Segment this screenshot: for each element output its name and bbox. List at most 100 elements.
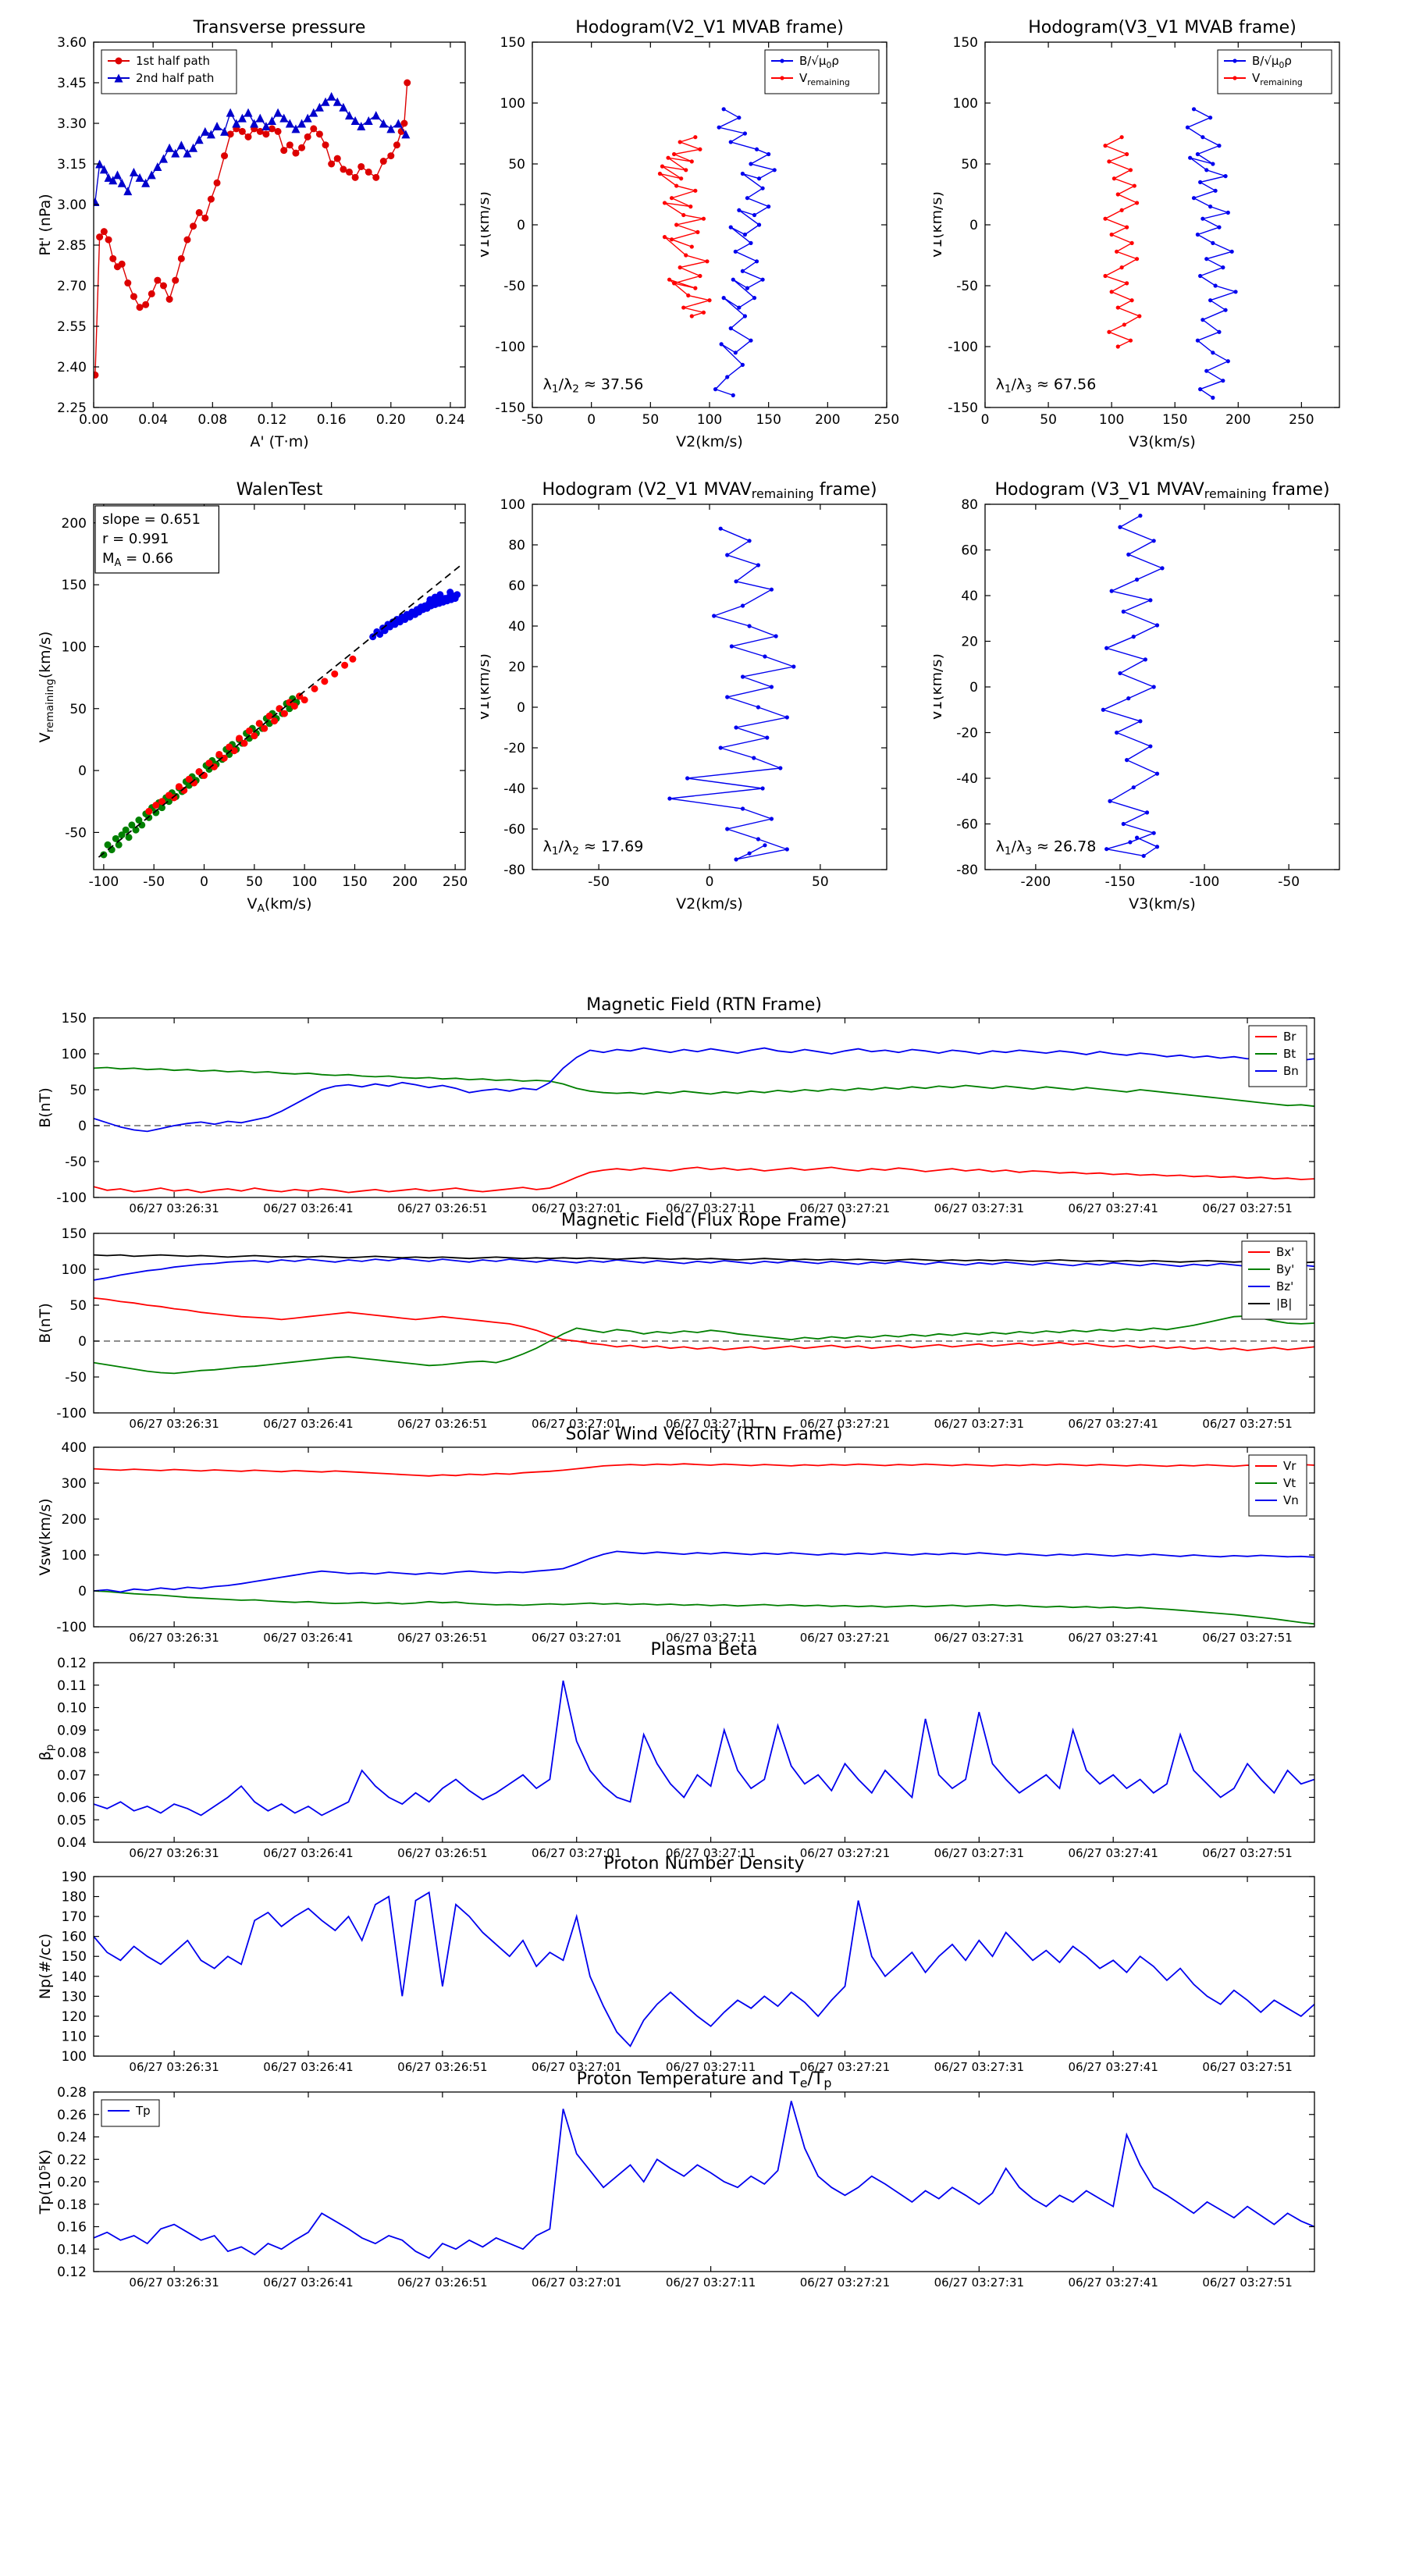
circle-el xyxy=(207,195,215,203)
x-axis-label: VA(km/s) xyxy=(247,895,312,915)
path-el xyxy=(297,119,307,128)
circle-el xyxy=(122,826,130,834)
circle-el xyxy=(105,236,112,244)
y-tick-label: -100 xyxy=(56,1406,87,1421)
y-axis-label: V1(km/s) xyxy=(481,191,493,258)
circle-el xyxy=(1108,799,1112,803)
series-line xyxy=(94,1590,1314,1625)
circle-el xyxy=(745,286,750,290)
series-group xyxy=(667,526,796,862)
info-line: slope = 0.651 xyxy=(102,511,201,528)
circle-el xyxy=(310,125,318,133)
path-el xyxy=(94,197,100,207)
info-line: r = 0.991 xyxy=(102,531,169,547)
circle-el xyxy=(1211,350,1215,355)
circle-el xyxy=(669,237,674,242)
circle-el xyxy=(1121,821,1126,827)
path-el xyxy=(357,121,366,130)
y-tick-label: 2.55 xyxy=(57,319,87,335)
path-el xyxy=(364,116,373,126)
x-tick-label: 50 xyxy=(812,874,829,890)
y-tick-label: 0.10 xyxy=(57,1701,87,1717)
y-tick-label: 150 xyxy=(62,1949,87,1965)
tspan-el: V xyxy=(247,895,258,913)
y-tick-label: 0.16 xyxy=(57,2220,87,2236)
y-tick-label: 0.28 xyxy=(57,2085,87,2101)
legend-label: Vn xyxy=(1283,1493,1299,1507)
circle-el xyxy=(712,614,717,618)
y-tick-label: -40 xyxy=(956,771,978,787)
path-el xyxy=(226,108,235,117)
tspan-el: Proton Number Density xyxy=(604,1854,805,1873)
circle-el xyxy=(1107,159,1112,164)
tspan-el: frame) xyxy=(1267,480,1330,500)
circle-el xyxy=(393,141,400,149)
circle-el xyxy=(1221,265,1225,270)
circle-el xyxy=(341,661,349,669)
y-axis-label: B(nT) xyxy=(37,1087,54,1128)
circle-el xyxy=(280,710,288,717)
chart-title: Hodogram (V2_V1 MVAVremaining frame) xyxy=(542,480,877,501)
circle-el xyxy=(678,265,682,270)
y-tick-label: -100 xyxy=(495,340,525,355)
circle-el xyxy=(747,624,752,628)
circle-el xyxy=(195,768,203,776)
series-group xyxy=(98,564,462,859)
y-tick-label: -100 xyxy=(56,1190,87,1206)
y-tick-label: 0 xyxy=(78,1119,87,1134)
y-tick-label: -60 xyxy=(503,822,525,838)
circle-el xyxy=(717,125,721,130)
tspan-el: 2 xyxy=(572,845,579,858)
circle-el xyxy=(286,141,293,149)
annotation: λ1/λ3 ≈ 67.56 xyxy=(996,376,1097,396)
circle-el xyxy=(1118,525,1122,529)
circle-el xyxy=(719,342,724,347)
circle-el xyxy=(669,196,674,201)
circle-el xyxy=(1211,395,1215,400)
path-el xyxy=(291,124,301,133)
tspan-el: M xyxy=(102,550,115,567)
path-el xyxy=(212,121,222,130)
y-tick-label: -100 xyxy=(56,1620,87,1635)
circle-el xyxy=(1204,257,1209,262)
path-el xyxy=(386,124,396,133)
x-tick-label: 06/27 03:27:51 xyxy=(1202,1201,1292,1215)
tspan-el: B(nT) xyxy=(37,1303,54,1343)
circle-el xyxy=(767,151,771,157)
series-line xyxy=(94,1066,1314,1108)
tspan-el: B/√μ xyxy=(799,54,827,68)
circle-el xyxy=(689,314,694,318)
x-tick-label: 06/27 03:26:51 xyxy=(397,2060,487,2074)
path-el xyxy=(237,113,247,123)
circle-el xyxy=(298,144,306,151)
circle-el xyxy=(142,301,150,308)
circle-el xyxy=(791,664,796,669)
y-tick-label: 110 xyxy=(62,2029,87,2044)
y-tick-label: 100 xyxy=(953,96,978,112)
circle-el xyxy=(749,162,753,166)
circle-el xyxy=(1200,318,1205,322)
x-tick-label: 06/27 03:26:41 xyxy=(263,1846,353,1860)
tspan-el: Tp xyxy=(135,2104,151,2118)
circle-el xyxy=(662,235,667,240)
axes-frame xyxy=(984,41,1340,408)
x-tick-label: 06/27 03:26:51 xyxy=(397,1417,487,1431)
x-tick-label: -50 xyxy=(521,412,543,428)
y-tick-label: 100 xyxy=(62,1548,87,1564)
axes-frame xyxy=(93,1233,1315,1414)
y-tick-label: -50 xyxy=(65,1155,87,1170)
circle-el xyxy=(185,775,193,783)
circle-el xyxy=(351,173,359,181)
x-tick-label: -50 xyxy=(143,874,165,890)
circle-el xyxy=(387,152,395,160)
y-tick-label: 190 xyxy=(62,1870,87,1885)
x-axis-label: V3(km/s) xyxy=(1129,895,1196,913)
x-tick-label: 150 xyxy=(756,412,781,428)
y-axis-label: βp xyxy=(37,1745,56,1761)
y-tick-label: 20 xyxy=(508,660,525,675)
x-tick-label: 250 xyxy=(1289,412,1314,428)
tspan-el: p xyxy=(823,2076,831,2090)
circle-el xyxy=(304,133,311,141)
circle-el xyxy=(1125,225,1129,229)
y-tick-label: 0.18 xyxy=(57,2197,87,2213)
